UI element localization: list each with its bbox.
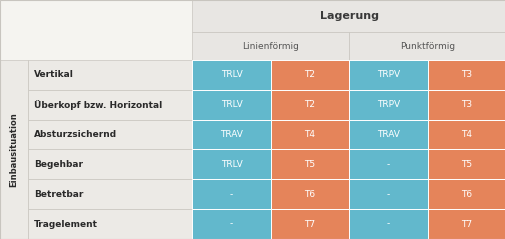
Bar xyxy=(427,90,505,120)
Bar xyxy=(28,149,192,179)
Bar xyxy=(192,149,270,179)
Text: TRLV: TRLV xyxy=(220,100,242,109)
Bar xyxy=(348,32,505,60)
Bar xyxy=(270,120,348,149)
Text: T4: T4 xyxy=(461,130,471,139)
Text: TRAV: TRAV xyxy=(220,130,242,139)
Bar xyxy=(192,179,270,209)
Bar xyxy=(270,60,348,90)
Text: T7: T7 xyxy=(304,220,315,228)
Bar xyxy=(348,60,427,90)
Bar xyxy=(427,209,505,239)
Text: -: - xyxy=(386,160,389,169)
Bar xyxy=(0,0,192,32)
Bar xyxy=(192,0,505,32)
Text: -: - xyxy=(386,190,389,199)
Bar xyxy=(427,60,505,90)
Bar xyxy=(348,120,427,149)
Bar xyxy=(0,60,28,239)
Bar xyxy=(348,149,427,179)
Bar xyxy=(270,179,348,209)
Text: Linienförmig: Linienförmig xyxy=(242,42,298,50)
Text: TRLV: TRLV xyxy=(220,160,242,169)
Bar xyxy=(0,32,192,60)
Bar xyxy=(28,90,192,120)
Text: T2: T2 xyxy=(304,70,315,79)
Bar xyxy=(270,149,348,179)
Text: T2: T2 xyxy=(304,100,315,109)
Text: TRAV: TRAV xyxy=(376,130,399,139)
Bar xyxy=(28,60,192,90)
Text: T5: T5 xyxy=(461,160,471,169)
Text: -: - xyxy=(386,220,389,228)
Text: T4: T4 xyxy=(304,130,315,139)
Text: T7: T7 xyxy=(461,220,471,228)
Text: TRLV: TRLV xyxy=(220,70,242,79)
Bar xyxy=(28,209,192,239)
Bar xyxy=(427,179,505,209)
Text: TRPV: TRPV xyxy=(376,100,399,109)
Bar xyxy=(192,209,270,239)
Text: Begehbar: Begehbar xyxy=(34,160,83,169)
Text: Tragelement: Tragelement xyxy=(34,220,97,228)
Bar xyxy=(192,32,348,60)
Bar xyxy=(348,90,427,120)
Text: -: - xyxy=(229,220,233,228)
Bar xyxy=(192,90,270,120)
Bar xyxy=(427,149,505,179)
Text: T3: T3 xyxy=(461,70,471,79)
Text: T3: T3 xyxy=(461,100,471,109)
Text: Einbausituation: Einbausituation xyxy=(10,112,18,187)
Text: T5: T5 xyxy=(304,160,315,169)
Text: Betretbar: Betretbar xyxy=(34,190,83,199)
Bar xyxy=(348,179,427,209)
Text: Lagerung: Lagerung xyxy=(319,11,378,21)
Bar xyxy=(192,60,270,90)
Text: T6: T6 xyxy=(304,190,315,199)
Bar xyxy=(427,120,505,149)
Bar xyxy=(28,120,192,149)
Bar xyxy=(192,120,270,149)
Text: T6: T6 xyxy=(461,190,471,199)
Text: Vertikal: Vertikal xyxy=(34,70,74,79)
Text: TRPV: TRPV xyxy=(376,70,399,79)
Text: Absturzsichernd: Absturzsichernd xyxy=(34,130,117,139)
Text: Punktförmig: Punktförmig xyxy=(399,42,454,50)
Text: Überkopf bzw. Horizontal: Überkopf bzw. Horizontal xyxy=(34,100,162,109)
Text: -: - xyxy=(229,190,233,199)
Bar xyxy=(348,209,427,239)
Bar xyxy=(270,209,348,239)
Bar xyxy=(270,90,348,120)
Bar xyxy=(28,179,192,209)
